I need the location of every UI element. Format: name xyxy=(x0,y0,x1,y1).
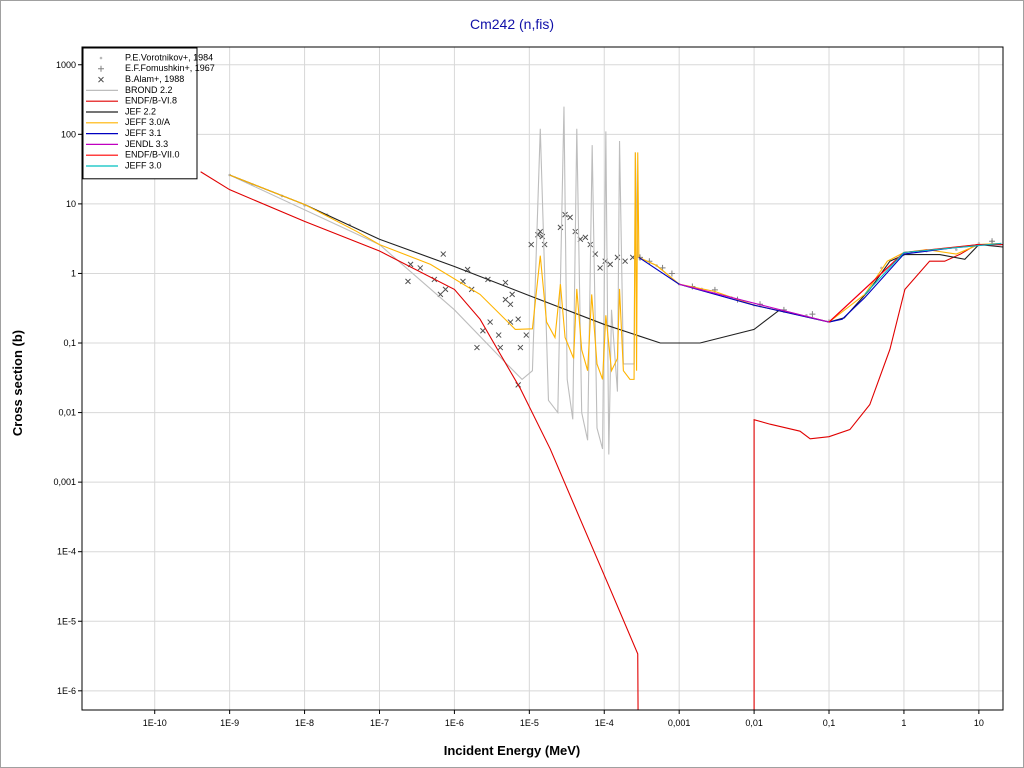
data-point xyxy=(622,258,628,265)
data-point xyxy=(989,238,996,245)
y-axis-label: Cross section (b) xyxy=(10,330,25,436)
x-tick-label: 1E-7 xyxy=(370,718,389,728)
data-point xyxy=(668,270,675,277)
grid xyxy=(82,47,1003,710)
y-tick-label: 1E-4 xyxy=(57,547,76,557)
x-tick-label: 1E-9 xyxy=(220,718,239,728)
legend-label: E.F.Fomushkin+, 1967 xyxy=(125,63,215,73)
x-axis-label: Incident Energy (MeV) xyxy=(444,743,581,758)
legend-marker xyxy=(98,76,104,83)
y-tick-label: 1 xyxy=(71,268,76,278)
x-tick-label: 1 xyxy=(901,718,906,728)
y-tick-label: 1E-5 xyxy=(57,616,76,626)
y-tick-label: 1000 xyxy=(56,60,76,70)
y-tick-label: 10 xyxy=(66,199,76,209)
data-point xyxy=(497,344,504,351)
data-point xyxy=(507,301,514,308)
legend-label: JENDL 3.3 xyxy=(125,139,168,149)
data-point xyxy=(809,311,816,318)
data-point xyxy=(509,291,516,298)
series-line xyxy=(864,242,1002,295)
data-point xyxy=(535,231,541,238)
legend-label: JEFF 3.0 xyxy=(125,160,162,170)
data-point xyxy=(480,327,486,334)
y-tick-label: 1E-6 xyxy=(57,686,76,696)
data-point xyxy=(597,265,603,271)
data-point xyxy=(442,286,449,293)
x-tick-label: 0,01 xyxy=(745,718,763,728)
y-tick-label: 0,1 xyxy=(63,338,76,348)
legend-label: B.Alam+, 1988 xyxy=(125,74,184,84)
x-tick-label: 0,1 xyxy=(823,718,836,728)
data-point xyxy=(582,234,589,241)
y-tick-label: 0,01 xyxy=(58,408,76,418)
data-point xyxy=(417,265,424,271)
data-point xyxy=(487,319,494,325)
x-tick-label: 1E-5 xyxy=(520,718,539,728)
series-line xyxy=(200,171,1003,710)
x-tick-label: 1E-6 xyxy=(445,718,464,728)
data-point xyxy=(517,344,524,351)
data-point xyxy=(607,261,614,268)
data-point xyxy=(502,279,509,286)
legend-marker xyxy=(98,65,104,72)
legend-label: JEFF 3.1 xyxy=(125,128,162,138)
legend-label: P.E.Vorotnikov+, 1984 xyxy=(125,52,213,62)
plot-border xyxy=(81,46,1004,711)
legend-label: BROND 2.2 xyxy=(125,85,173,95)
x-tick-label: 10 xyxy=(974,718,984,728)
y-tick-label: 0,001 xyxy=(53,477,76,487)
x-tick-label: 1E-8 xyxy=(295,718,314,728)
x-tick-label: 1E-4 xyxy=(595,718,614,728)
x-tick-label: 0,001 xyxy=(668,718,691,728)
data-point xyxy=(541,241,548,248)
plot-marks xyxy=(200,106,1003,710)
data-point xyxy=(474,344,480,351)
tick-labels: 1E-10 1E-9 1E-8 1E-7 1E-6 1E-5 1E-4 0,001 0,01 0,… xyxy=(53,60,983,728)
legend-label: ENDF/B-VI.8 xyxy=(125,96,177,106)
data-point xyxy=(523,332,530,338)
plot-area xyxy=(82,47,1003,710)
data-point xyxy=(515,316,522,323)
data-point xyxy=(528,241,535,248)
data-point xyxy=(567,214,573,221)
chart-title: Cm242 (n,fis) xyxy=(470,16,554,32)
x-tick-label: 1E-10 xyxy=(143,718,167,728)
legend-label: JEFF 3.0/A xyxy=(125,117,170,127)
data-point xyxy=(502,296,509,303)
legend-label: ENDF/B-VII.0 xyxy=(125,150,180,160)
legend-box xyxy=(82,47,198,180)
data-point xyxy=(405,278,411,285)
legend-label: JEF 2.2 xyxy=(125,106,156,116)
data-point xyxy=(440,251,447,257)
data-point xyxy=(495,332,502,338)
data-point xyxy=(955,248,958,251)
legend-marker xyxy=(99,56,103,60)
data-point xyxy=(537,228,544,235)
data-point xyxy=(507,319,514,325)
y-tick-label: 100 xyxy=(61,129,76,139)
